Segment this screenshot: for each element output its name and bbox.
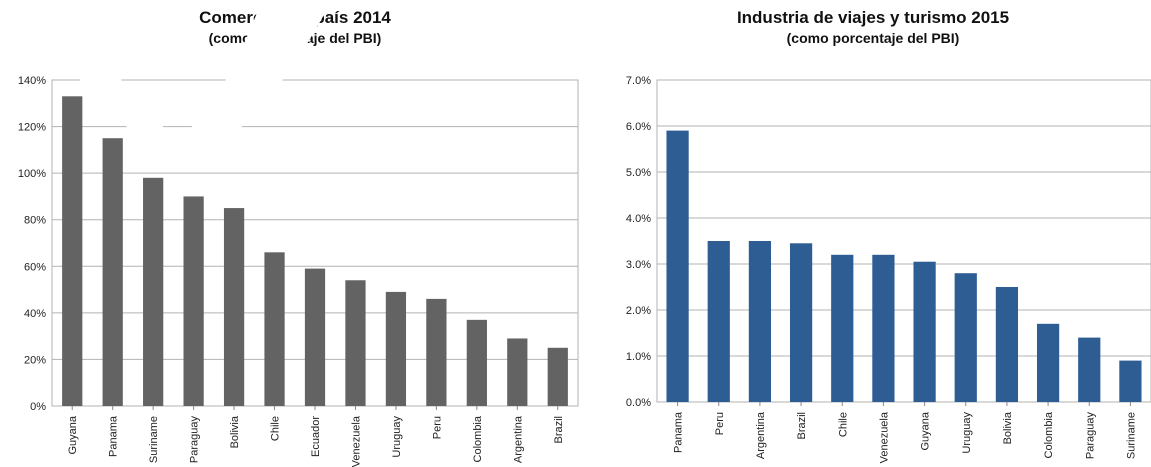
y-tick-label: 6.0% <box>626 121 651 133</box>
y-tick-label: 0% <box>30 401 46 413</box>
x-tick-label: Suriname <box>148 416 160 463</box>
x-tick-label: Bolivia <box>1002 411 1014 444</box>
bar <box>223 208 245 406</box>
bar <box>1078 337 1101 402</box>
y-tick-label: 60% <box>24 261 46 273</box>
bar <box>183 196 204 406</box>
bar <box>954 273 977 402</box>
bar <box>385 291 407 406</box>
x-tick-label: Ecuador <box>310 416 322 457</box>
x-tick-label: Venezuela <box>350 415 362 467</box>
y-tick-label: 5.0% <box>626 167 651 179</box>
y-tick-label: 80% <box>24 215 46 227</box>
x-tick-label: Argentina <box>755 411 767 459</box>
bar <box>426 298 447 406</box>
x-tick-label: Peru <box>714 412 726 435</box>
bar <box>872 254 895 402</box>
x-tick-label: Brazil <box>796 412 808 440</box>
x-tick-label: Chile <box>270 416 282 441</box>
bar <box>547 347 568 406</box>
y-tick-label: 3.0% <box>626 259 651 271</box>
y-tick-label: 1.0% <box>626 351 651 363</box>
y-tick-label: 4.0% <box>626 213 651 225</box>
x-tick-label: Venezuela <box>878 411 890 463</box>
bar <box>345 280 366 406</box>
x-tick-label: Uruguay <box>961 412 973 454</box>
x-tick-label: Paraguay <box>1084 412 1096 460</box>
bar <box>995 287 1019 402</box>
x-tick-label: Chile <box>837 412 849 437</box>
y-tick-label: 20% <box>24 354 46 366</box>
bar <box>831 254 854 402</box>
bar <box>264 252 285 406</box>
bar <box>62 96 83 407</box>
bar <box>304 268 326 406</box>
bar <box>466 319 487 406</box>
x-tick-label: Argentina <box>512 415 524 463</box>
bar <box>913 261 936 402</box>
tourism-bar-chart: 0.0% 1.0% 2.0% 3.0% 4.0% 5.0% 6.0% 7.0% Panama Pe… <box>626 75 1151 463</box>
x-tick-label: Suriname <box>1125 412 1137 459</box>
y-tick-label: 2.0% <box>626 305 651 317</box>
bar <box>707 241 730 402</box>
x-tick-label: Guyana <box>67 415 79 454</box>
trade-bar-chart: 0% 20% 40% 60% 80% 100% 120% 140% Guyana Panama Su… <box>18 75 579 467</box>
y-tick-label: 40% <box>24 308 46 320</box>
y-tick-label: 120% <box>18 122 46 134</box>
y-tick-label: 100% <box>18 168 46 180</box>
chart-title: Industria de viajes y turismo 2015 <box>736 8 1010 27</box>
bar <box>748 241 772 402</box>
bar <box>1036 323 1060 402</box>
x-tick-label: Bolivia <box>229 415 241 448</box>
x-tick-label: Panama <box>108 415 120 457</box>
x-tick-label: Paraguay <box>189 416 201 464</box>
bar <box>507 338 528 406</box>
x-tick-label: Uruguay <box>391 416 403 458</box>
y-tick-label: 0.0% <box>626 397 651 409</box>
bar <box>666 130 689 402</box>
bar <box>789 243 813 402</box>
x-tick-label: Colombia <box>1043 411 1055 458</box>
y-tick-label: 140% <box>18 75 46 87</box>
x-tick-label: Brazil <box>553 416 565 444</box>
bar <box>143 177 164 406</box>
chart-trade-panel: Comercio por país 2014 (como porcentaje … <box>18 8 579 467</box>
x-tick-label: Colombia <box>472 415 484 462</box>
y-tick-label: 7.0% <box>626 75 651 87</box>
x-tick-label: Panama <box>673 411 685 453</box>
bar <box>1119 360 1142 402</box>
x-tick-label: Peru <box>431 416 443 439</box>
chart-subtitle: (como porcentaje del PBI) <box>786 30 960 46</box>
chart-tourism-panel: Industria de viajes y turismo 2015 (como… <box>595 0 1151 467</box>
x-tick-label: Guyana <box>920 411 932 450</box>
bar <box>102 138 123 406</box>
plot-frame <box>656 79 1151 403</box>
